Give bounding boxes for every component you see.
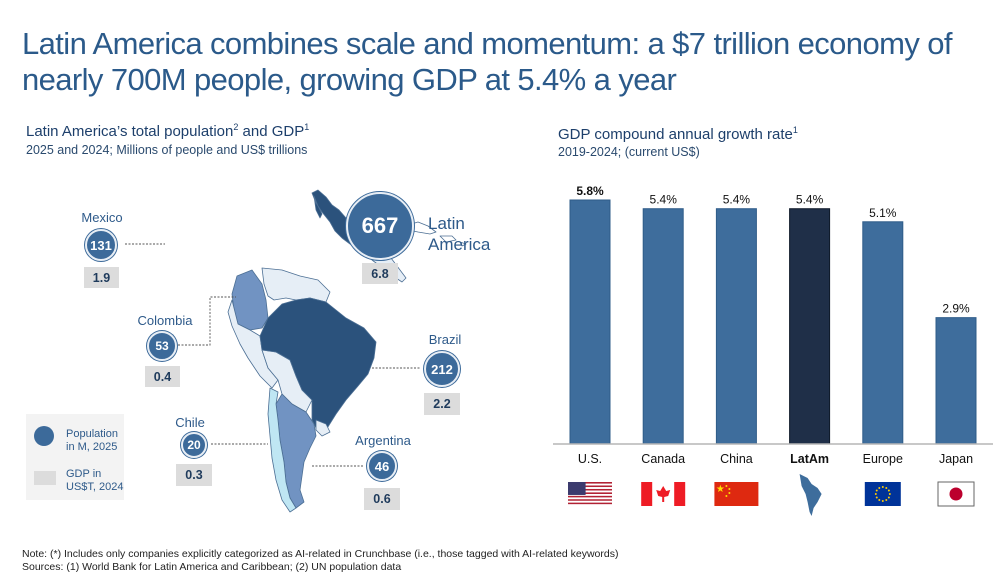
argentina-population-bubble: 46 — [367, 451, 397, 481]
canada-flag-icon — [641, 482, 686, 506]
value-label: 5.4% — [723, 193, 751, 207]
category-label: LatAm — [790, 452, 829, 466]
category-label: Europe — [863, 452, 903, 466]
legend-gdp-line1: GDP in — [66, 468, 102, 480]
legend-gdp-label: GDP in US$T, 2024 — [66, 468, 126, 494]
chile-population-bubble: 20 — [181, 432, 207, 458]
bar-canada — [642, 208, 684, 445]
left-title-mid: and GDP — [238, 123, 305, 140]
bar-us — [569, 199, 611, 445]
eu-flag-icon — [864, 482, 901, 506]
latin-america-map — [125, 189, 467, 513]
svg-text:★: ★ — [716, 484, 725, 495]
map-venezuela-guianas — [261, 267, 331, 303]
labels-group: 5.8% U.S. 5.4% Canada 5.4% China 5.4% LatAm 5.1%… — [576, 184, 973, 466]
category-label: Canada — [641, 452, 685, 466]
latam-label-line1: Latin — [428, 214, 465, 233]
latam-gdp-box: 6.8 — [362, 263, 398, 284]
china-flag-icon: ★ — [714, 482, 759, 506]
footer-notes: Note: (*) Includes only companies explic… — [22, 548, 618, 574]
value-label: 5.4% — [796, 193, 824, 207]
chile-gdp-box: 0.3 — [176, 464, 212, 486]
latam-label-line2: America — [428, 235, 491, 254]
latam-map-icon — [799, 474, 822, 516]
value-label: 5.1% — [869, 206, 897, 220]
japan-flag-icon — [937, 481, 975, 507]
colombia-connector — [178, 296, 236, 346]
country-label-mexico: Mexico — [81, 210, 123, 225]
left-title-text: Latin America’s total population — [26, 123, 234, 140]
footnote-sup: 1 — [792, 125, 798, 135]
map-brazil — [259, 297, 377, 433]
legend-population-swatch — [34, 426, 54, 446]
legend-population-line1: Population — [66, 428, 118, 440]
mexico-gdp-box: 1.9 — [84, 267, 119, 288]
right-panel-title: GDP compound annual growth rate1 — [558, 125, 798, 143]
legend-gdp-line2: US$T, 2024 — [66, 481, 124, 493]
map-uruguay — [315, 419, 331, 437]
value-label: 5.8% — [576, 184, 604, 198]
legend-gdp-swatch — [34, 471, 56, 485]
country-label-colombia: Colombia — [137, 313, 193, 328]
us-flag-icon — [568, 482, 612, 506]
category-label: China — [720, 452, 753, 466]
mexico-population-bubble: 131 — [85, 229, 117, 261]
left-panel-subtitle: 2025 and 2024; Millions of people and US… — [26, 143, 308, 157]
bar-latam — [789, 208, 831, 445]
brazil-population-bubble: 212 — [424, 351, 460, 387]
country-label-chile: Chile — [175, 415, 205, 430]
colombia-population-bubble: 53 — [147, 331, 177, 361]
bar-europe — [862, 221, 904, 445]
map-peru-ecuador — [227, 299, 279, 389]
legend-population-label: Population in M, 2025 — [66, 428, 126, 454]
map-chile — [267, 387, 297, 513]
value-label: 2.9% — [942, 302, 970, 316]
brazil-gdp-box: 2.2 — [424, 393, 460, 415]
flags-group: ★ — [568, 474, 975, 516]
page-title: Latin America combines scale and momentu… — [22, 26, 952, 97]
footnote-sup: 1 — [304, 122, 310, 132]
latam-label: Latin America — [428, 213, 490, 255]
country-label-brazil: Brazil — [428, 332, 462, 347]
value-label: 5.4% — [650, 193, 678, 207]
bars-group — [569, 199, 977, 445]
category-label: U.S. — [578, 452, 602, 466]
legend-population-line2: in M, 2025 — [66, 441, 118, 453]
country-label-argentina: Argentina — [355, 433, 411, 448]
map-legend: Population in M, 2025 GDP in US$T, 2024 — [26, 414, 124, 500]
right-title-text: GDP compound annual growth rate — [558, 126, 793, 143]
bar-japan — [935, 317, 977, 445]
gdp-growth-bar-chart: 5.8% U.S. 5.4% Canada 5.4% China 5.4% LatAm 5.1%… — [553, 184, 993, 516]
latam-population-bubble: 667 — [346, 192, 414, 260]
left-panel-title: Latin America’s total population2 and GD… — [26, 122, 309, 140]
right-panel-subtitle: 2019-2024; (current US$) — [558, 145, 700, 159]
footer-sources: Sources: (1) World Bank for Latin Americ… — [22, 561, 402, 573]
footnote-sup: 2 — [233, 122, 239, 132]
category-label: Japan — [939, 452, 973, 466]
colombia-gdp-box: 0.4 — [145, 366, 180, 387]
footer-note: Note: (*) Includes only companies explic… — [22, 548, 619, 560]
bar-china — [715, 208, 757, 445]
argentina-gdp-box: 0.6 — [364, 488, 400, 510]
